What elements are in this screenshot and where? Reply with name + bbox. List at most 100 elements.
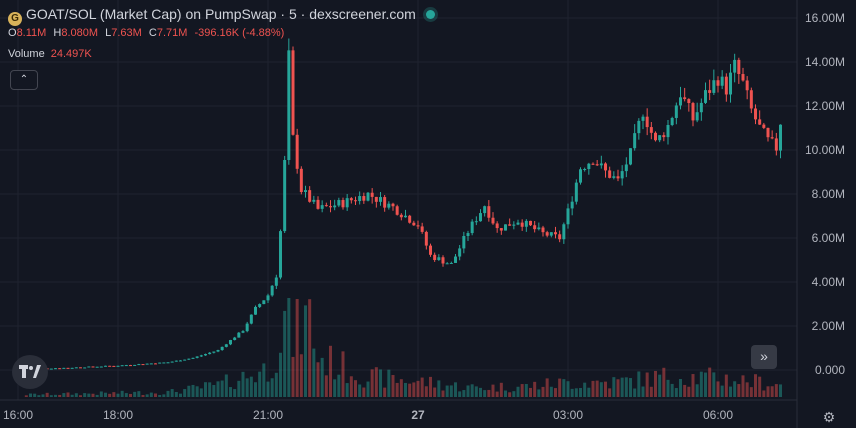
candle-body (329, 206, 332, 208)
volume-bar (570, 388, 574, 397)
candle-body (145, 363, 149, 365)
tradingview-logo[interactable] (12, 355, 48, 389)
volume-bar (454, 382, 457, 397)
volume-bar (641, 386, 645, 397)
volume-bar (695, 384, 699, 397)
volume-bar (320, 357, 324, 397)
volume-bar (379, 369, 382, 397)
volume-value: 24.497K (50, 48, 92, 60)
candle-body (187, 358, 191, 360)
volume-bar (462, 390, 466, 397)
volume-bar (224, 374, 228, 397)
volume-bar (287, 298, 291, 397)
volume-bar (62, 393, 66, 397)
volume-bar (658, 374, 662, 397)
candle-body (733, 59, 737, 73)
candle-body (149, 363, 153, 365)
candle-body (416, 225, 420, 227)
scroll-to-realtime-button[interactable]: » (751, 345, 777, 369)
volume-bar (624, 377, 628, 397)
volume-bar (270, 378, 274, 397)
candle-body (283, 159, 287, 232)
volume-bar (399, 379, 403, 397)
candle-body (541, 227, 545, 233)
x-tick-label: 18:00 (103, 408, 133, 422)
volume-bar (412, 382, 416, 397)
candle-body (420, 226, 424, 232)
candle-body (354, 200, 357, 202)
volume-bar (474, 386, 478, 397)
candle-body (129, 365, 132, 367)
volume-bar (458, 391, 462, 397)
candle-body (220, 346, 224, 351)
volume-bar (337, 374, 341, 397)
candle-body (624, 164, 628, 172)
volume-bar (445, 385, 449, 397)
candle-body (641, 116, 645, 121)
candle-body (483, 206, 487, 214)
volume-bar (179, 393, 182, 397)
candle-body (574, 182, 578, 202)
candle-body (374, 196, 378, 202)
candle-body (49, 368, 53, 370)
volume-bar (437, 380, 441, 397)
candle-body (233, 337, 237, 341)
candle-body (183, 359, 187, 361)
candle-body (274, 277, 278, 286)
volume-bar (416, 380, 420, 397)
candle-body (679, 97, 682, 106)
volume-bar (108, 393, 112, 397)
candle-body (529, 220, 532, 226)
volume-bar (112, 392, 116, 397)
volume-bar (720, 385, 724, 397)
volume-bar (545, 378, 549, 397)
candle-body (224, 344, 228, 347)
candle-body (749, 90, 753, 109)
volume-bar (154, 393, 157, 397)
candle-body (779, 124, 782, 151)
volume-bar (716, 381, 720, 397)
candle-body (66, 367, 70, 369)
candle-body (604, 163, 607, 171)
volume-bar (54, 394, 57, 397)
volume-bar (687, 386, 691, 397)
volume-bar (774, 384, 778, 397)
volume-bar (741, 375, 745, 397)
volume-bar (345, 383, 349, 397)
volume-bar (324, 375, 328, 397)
y-tick-label: 14.00M (805, 55, 845, 69)
gear-icon[interactable]: ⚙ (822, 409, 836, 425)
candle-body (287, 50, 291, 160)
candle-body (54, 368, 57, 370)
volume-bar (208, 382, 212, 397)
volume-bar (241, 371, 245, 397)
candle-body (324, 205, 328, 207)
volume-bar (341, 351, 345, 397)
volume-bar (724, 374, 728, 397)
candle-body (674, 105, 678, 118)
collapse-legend-button[interactable]: ⌃ (10, 70, 38, 90)
candle-body (216, 350, 220, 352)
volume-bar (24, 395, 28, 397)
volume-bar (266, 381, 270, 397)
volume-bar (99, 391, 103, 397)
candle-body (587, 163, 591, 169)
volume-bar (312, 348, 316, 397)
y-tick-label: 16.00M (805, 11, 845, 25)
volume-bar (441, 390, 445, 397)
x-tick-label: 21:00 (253, 408, 283, 422)
candle-body (133, 364, 137, 366)
volume-bar (579, 387, 582, 397)
volume-bar (58, 394, 62, 397)
candle-body (74, 367, 78, 369)
volume-bar (666, 379, 670, 397)
candle-body (199, 355, 203, 357)
volume-bar (537, 389, 541, 397)
candle-body (312, 199, 316, 202)
volume-bar (191, 384, 195, 397)
volume-bar (470, 384, 474, 397)
volume-bar (662, 367, 666, 397)
x-tick-label: 03:00 (553, 408, 583, 422)
volume-bar (629, 378, 632, 397)
